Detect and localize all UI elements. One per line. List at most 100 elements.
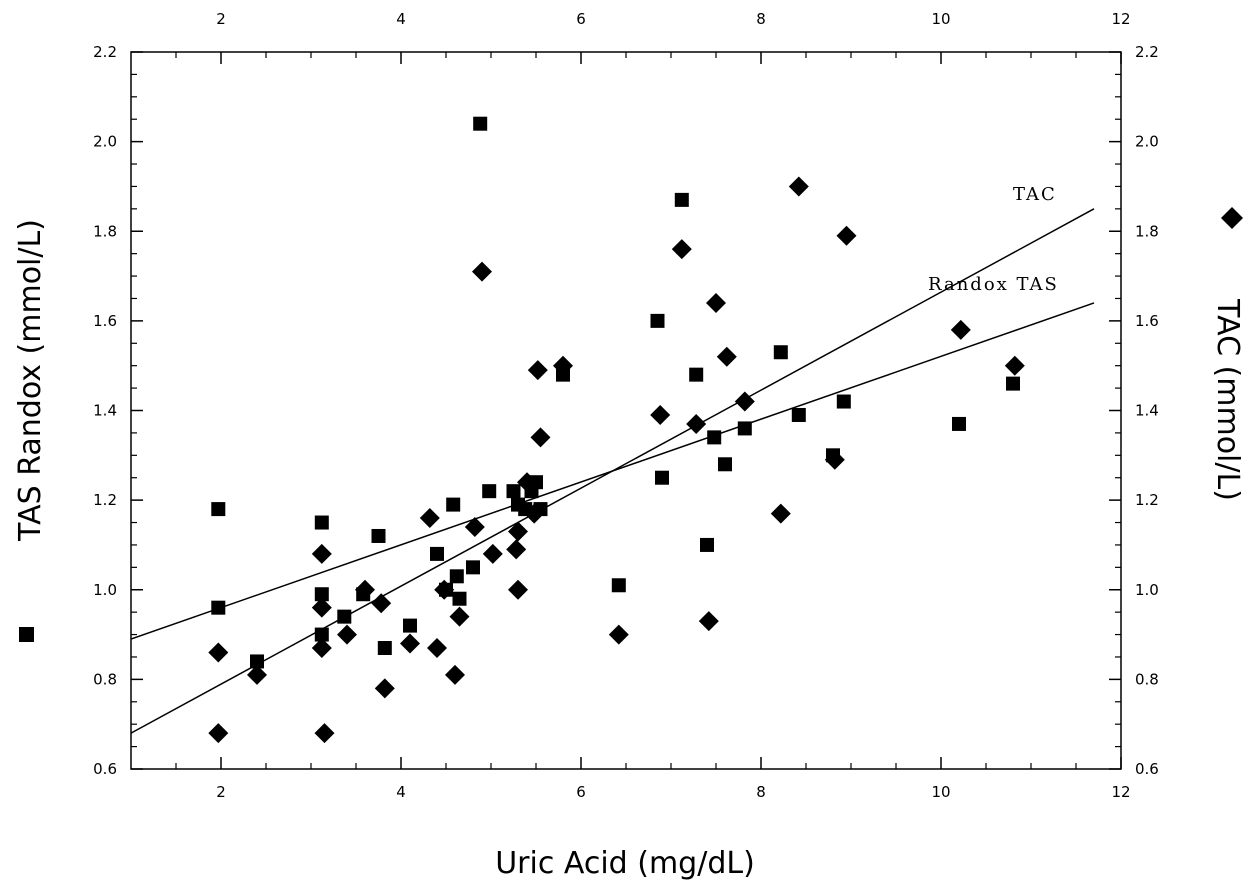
diamond-data-point [371,593,392,614]
left-y-axis-title: TAS Randox (mmol/L) [13,219,48,542]
square-data-point [449,569,464,584]
x-tick-label-bottom: 4 [396,783,406,801]
x-axis-title: Uric Acid (mg/dL) [495,846,755,881]
y-tick-label-right: 2.2 [1135,43,1159,61]
diamond-data-point [464,517,485,538]
diamond-data-point [788,176,809,197]
square-data-point [655,470,669,485]
y-tick-label-right: 1.8 [1135,222,1159,240]
diamond-data-point [247,664,267,685]
trend-line-randox-tas [130,302,1095,640]
square-data-point [452,591,467,606]
diamond-data-point [686,413,707,434]
legend-square-marker [19,627,34,642]
square-data-point [314,515,329,530]
square-data-point [836,394,851,409]
diamond-data-point [427,638,447,659]
diamond-data-point [1004,355,1025,376]
square-data-point [337,609,352,624]
y-tick-label-right: 1.4 [1135,402,1159,420]
x-tick-label-bottom: 2 [216,783,226,801]
square-data-point [791,407,806,422]
right-y-axis-title: TAC (mmol/L) [1210,298,1245,501]
diamond-data-point [472,261,492,282]
x-tick-label-top: 2 [216,10,226,28]
square-data-point [689,367,704,382]
square-data-point [377,641,392,656]
square-data-point [250,654,264,669]
y-tick-label-right: 2.0 [1135,133,1159,151]
x-tick-label-top: 4 [396,10,406,28]
trend-label-tac: TAC [1013,184,1057,205]
square-data-point [718,457,732,472]
square-data-point [430,546,444,561]
diamond-data-point [208,642,229,663]
diamond-data-point [530,427,551,448]
square-data-point [446,497,461,512]
diamond-data-point [770,503,791,524]
diamond-data-point [400,633,420,654]
trend-label-randox-tas: Randox TAS [928,274,1059,295]
diamond-data-point [508,521,528,542]
diamond-data-point [836,225,857,246]
square-data-point [773,345,788,360]
y-tick-label-right: 0.8 [1135,670,1159,688]
diamond-data-point [508,579,528,600]
diamond-data-point [449,606,470,627]
y-tick-label-left: 1.8 [93,222,117,240]
square-data-point [211,600,226,615]
diamond-data-point [950,319,971,340]
square-data-point [371,528,386,543]
diamond-data-point [506,539,527,560]
square-data-point [1006,376,1020,391]
diamond-data-point [706,292,726,313]
diamond-data-point [527,360,548,381]
diamond-data-point [671,239,692,260]
diamond-data-point [517,472,537,493]
x-tick-label-top: 8 [756,10,766,28]
data-points [208,116,1025,744]
square-data-point [952,416,966,431]
diamond-data-point [716,346,737,367]
x-tick-label-bottom: 8 [756,783,766,801]
legend-diamond-marker [1221,207,1243,229]
diamond-data-point [434,579,455,600]
square-data-point [314,627,329,642]
y-tick-label-right: 0.6 [1135,760,1159,778]
square-data-point [506,484,521,499]
diamond-data-point [553,355,573,376]
square-data-point [473,116,488,131]
diamond-data-point [311,638,332,659]
diamond-data-point [650,404,671,425]
y-tick-label-left: 1.0 [93,581,117,599]
y-tick-label-left: 1.2 [93,491,117,509]
y-tick-label-left: 2.2 [93,43,117,61]
x-tick-label-bottom: 12 [1111,783,1130,801]
square-data-point [314,587,329,602]
x-tick-label-top: 10 [931,10,950,28]
diamond-data-point [337,624,357,645]
y-tick-label-left: 0.8 [93,670,117,688]
diamond-data-point [824,449,845,470]
diamond-data-point [734,391,755,412]
square-data-point [650,313,665,328]
square-data-point [482,484,497,499]
y-tick-label-right: 1.2 [1135,491,1159,509]
y-tick-label-left: 1.4 [93,402,117,420]
diamond-data-point [419,508,440,529]
plot-frame [130,51,1122,770]
x-tick-label-top: 6 [576,10,586,28]
x-tick-label-bottom: 10 [931,783,950,801]
y-tick-label-left: 0.6 [93,760,117,778]
y-tick-label-left: 1.6 [93,312,117,330]
diamond-data-point [311,597,332,618]
square-data-point [403,618,417,633]
square-data-point [611,578,626,593]
square-data-point [700,537,714,552]
y-tick-label-left: 2.0 [93,133,117,151]
x-tick-label-top: 12 [1111,10,1130,28]
diamond-data-point [208,723,229,744]
square-data-point [674,192,689,207]
y-tick-label-right: 1.0 [1135,581,1159,599]
